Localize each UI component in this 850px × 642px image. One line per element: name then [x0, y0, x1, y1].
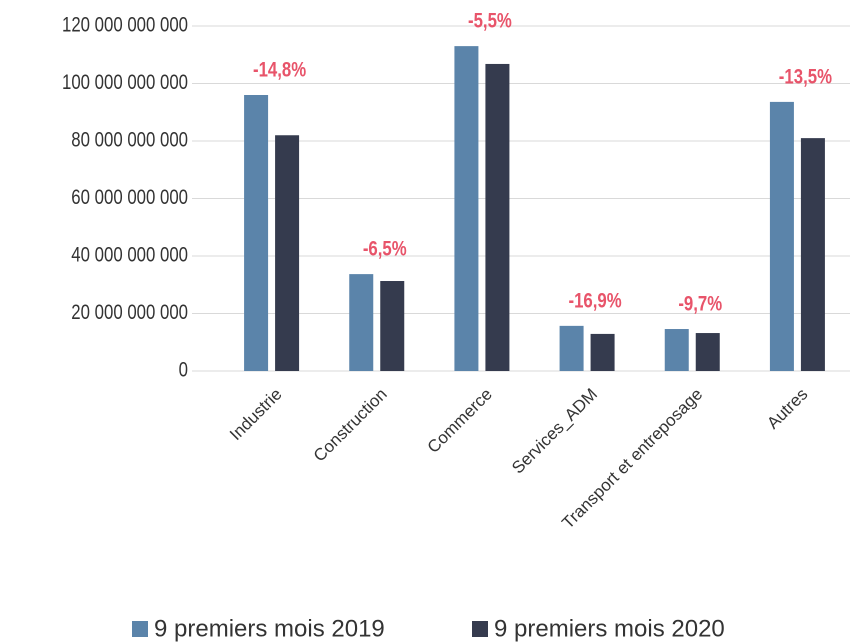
bar [695, 333, 720, 371]
annotation: -6,5% [363, 238, 407, 261]
y-tick-label: 60 000 000 000 [71, 186, 188, 209]
bar [454, 46, 479, 371]
legend-label: 9 premiers mois 2020 [494, 615, 725, 642]
x-tick-label: Commerce [424, 385, 496, 457]
annotation: -16,9% [568, 290, 621, 313]
bar [349, 274, 374, 371]
x-tick-label: Services_ADM [508, 385, 601, 478]
bar [769, 101, 794, 372]
bar [590, 333, 615, 371]
x-tick-label: Industrie [226, 385, 286, 445]
x-tick-label: Construction [310, 385, 391, 466]
y-tick-label: 80 000 000 000 [71, 129, 188, 152]
legend-swatch [472, 621, 488, 637]
y-tick-label: 20 000 000 000 [71, 301, 188, 324]
bar [380, 281, 405, 371]
bar [275, 135, 300, 371]
legend-swatch [132, 621, 148, 637]
bar [800, 138, 825, 371]
y-tick-label: 40 000 000 000 [71, 244, 188, 267]
annotation: -13,5% [779, 66, 832, 89]
bar [664, 329, 689, 371]
y-tick-label: 0 [179, 359, 188, 382]
y-tick-label: 120 000 000 000 [62, 14, 188, 37]
bar [559, 325, 584, 371]
legend-label: 9 premiers mois 2019 [154, 615, 385, 642]
annotation: -9,7% [678, 293, 722, 316]
bar [485, 63, 510, 371]
bar [244, 95, 269, 371]
x-tick-label: Autres [763, 385, 811, 433]
y-tick-label: 100 000 000 000 [62, 71, 188, 94]
annotation: -5,5% [468, 10, 512, 33]
annotation: -14,8% [253, 59, 306, 82]
